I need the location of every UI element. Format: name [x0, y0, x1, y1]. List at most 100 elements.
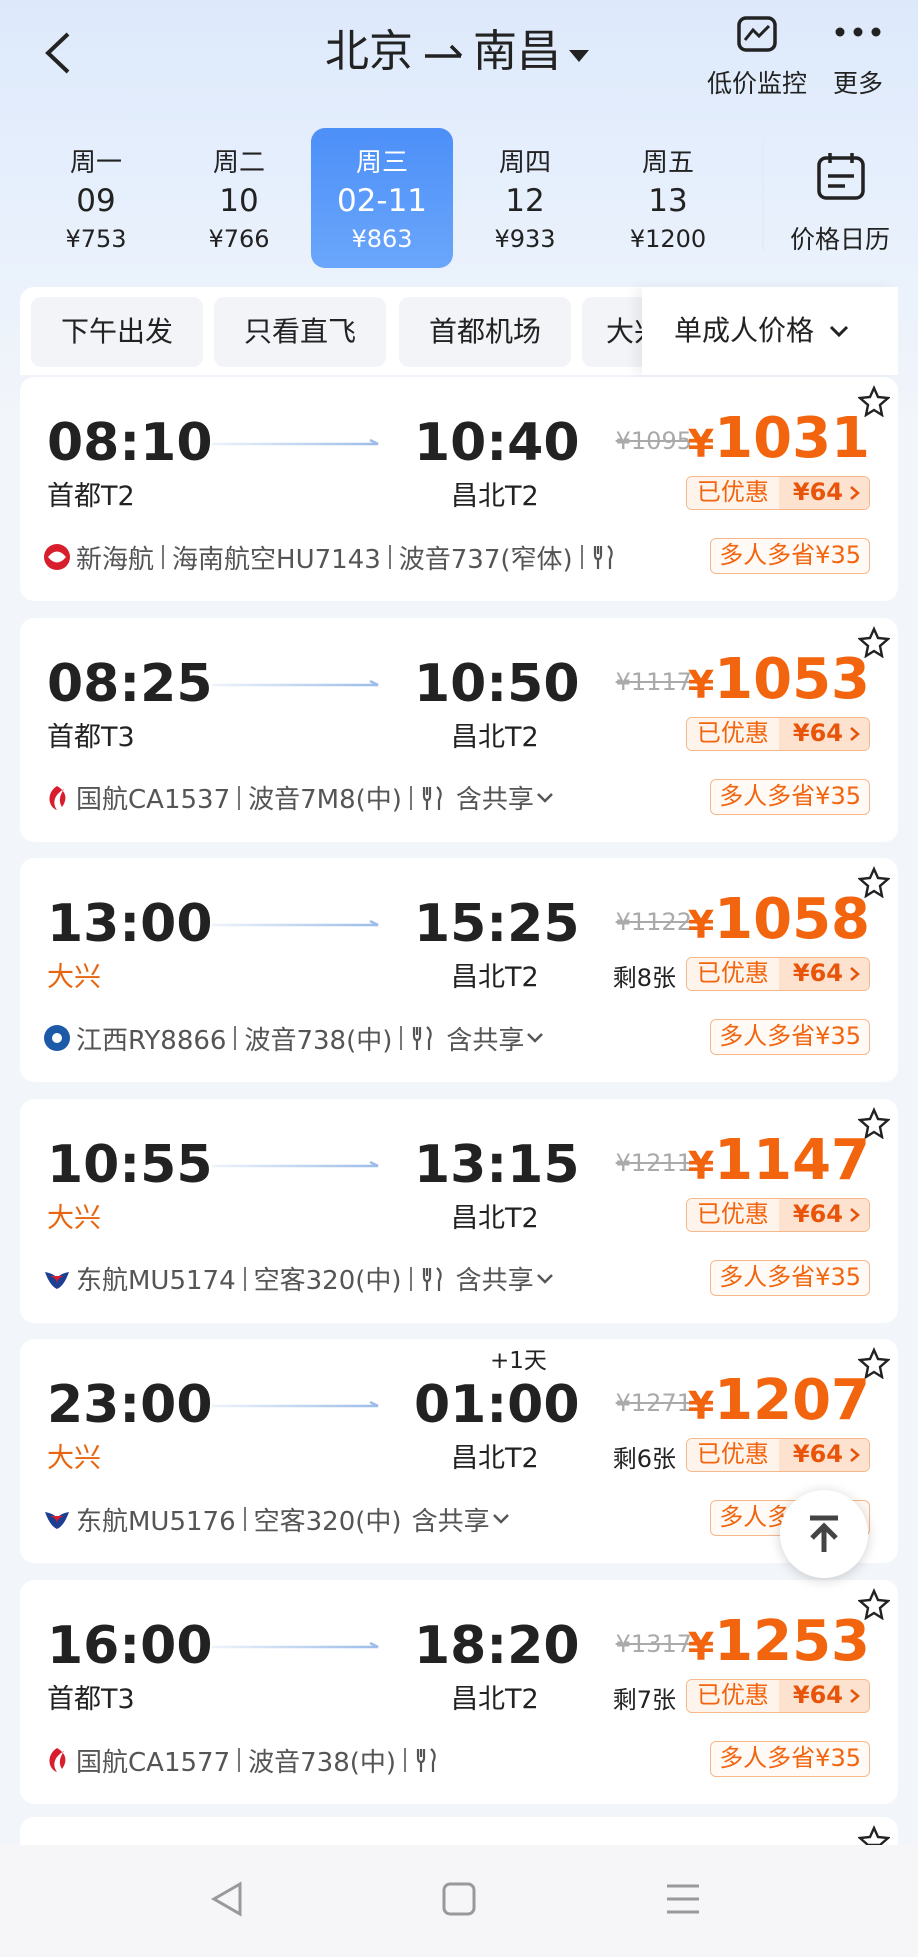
codeshare-label: 含共享 [455, 1266, 534, 1297]
flight-info[interactable]: 江西RY8866 波音738(中) 含共享 [42, 1018, 544, 1058]
badge-arrow [850, 1207, 860, 1222]
flight-info[interactable]: 国航CA1537 波音7M8(中) 含共享 [42, 778, 554, 818]
calendar-label[interactable]: 价格日历 [789, 225, 890, 254]
promo-badge[interactable]: 多人多省¥35 [710, 1019, 870, 1056]
sort-caret [829, 325, 849, 338]
dep-time: 13:00 [47, 894, 213, 955]
date: 09 [76, 183, 116, 219]
favorite-star[interactable] [857, 866, 891, 902]
filter-chip[interactable]: 首都机场 [399, 297, 571, 367]
dep-airport: 大兴 [47, 1443, 101, 1475]
info-text: 国航CA1537 [76, 785, 231, 816]
discount-label: 已优惠 [686, 1439, 779, 1472]
favorite-star[interactable] [857, 1106, 891, 1143]
discount-amount: ¥64 [778, 1198, 869, 1231]
flight-card[interactable]: 10:55 大兴 13:15 昌北T2 ¥1211 ¥1147 已优惠 ¥64 东航MU5174… [20, 1098, 898, 1323]
seats-left: 剩7张 [612, 1686, 676, 1714]
dep-airport: 首都T3 [47, 721, 135, 753]
header-action[interactable]: 更多 [832, 69, 883, 98]
discount-badge[interactable]: 已优惠 ¥64 [685, 476, 870, 510]
to-city: 南昌 [473, 26, 561, 77]
nav-back[interactable] [208, 1880, 248, 1922]
discount-badge[interactable]: 已优惠 ¥64 [685, 1679, 870, 1713]
info-text: 波音738(中) [244, 1025, 393, 1056]
codeshare-label: 含共享 [455, 785, 534, 816]
separator [238, 1748, 241, 1772]
calendar-icon[interactable] [815, 150, 867, 206]
date-item[interactable]: 周三 02-11 ¥863 [311, 128, 453, 268]
back-button[interactable] [38, 28, 78, 78]
codeshare-label: 含共享 [446, 1025, 525, 1056]
arr-airport: 昌北T2 [451, 481, 539, 512]
promo-badge[interactable]: 多人多省¥35 [710, 538, 870, 574]
promo-badge[interactable]: 多人多省¥35 [710, 1741, 870, 1777]
discount-badge[interactable]: 已优惠 ¥64 [685, 957, 870, 992]
discount-amount: ¥64 [778, 477, 869, 509]
header-action[interactable]: 低价监控 [706, 69, 807, 98]
filter-chip[interactable]: 下午出发 [31, 297, 203, 367]
info-text: 国航CA1577 [76, 1747, 231, 1778]
date: 13 [648, 183, 688, 219]
day-offset: +1天 [490, 1348, 547, 1375]
arr-airport: 昌北T2 [451, 1684, 539, 1715]
flight-card[interactable]: 08:25 首都T3 10:50 昌北T2 ¥1117 ¥1053 已优惠 ¥64 国航CA15… [20, 617, 898, 842]
promo-badge[interactable]: 多人多省¥35 [710, 778, 870, 815]
arr-airport: 昌北T2 [451, 721, 539, 753]
flight-info[interactable]: 东航MU5174 空客320(中) 含共享 [42, 1259, 554, 1299]
route-line [212, 435, 382, 454]
info-text: 江西RY8866 [76, 1025, 227, 1056]
airline-logo [42, 1023, 72, 1053]
discount-badge[interactable]: 已优惠 ¥64 [685, 1197, 870, 1232]
favorite-star[interactable] [857, 625, 891, 662]
date-price: ¥933 [494, 225, 556, 253]
info-text: 波音7M8(中) [248, 785, 402, 816]
dep-airport: 首都T2 [47, 481, 135, 512]
original-price: ¥1271 [615, 1389, 692, 1418]
favorite-star[interactable] [857, 1347, 891, 1383]
separator [238, 785, 241, 810]
favorite-star[interactable] [857, 1588, 891, 1624]
date-item[interactable]: 周四 12 ¥933 [455, 128, 595, 268]
date-price: ¥766 [208, 225, 270, 253]
codeshare[interactable]: 含共享 [456, 779, 554, 816]
route-line [212, 916, 382, 935]
separator [388, 545, 391, 569]
discount-badge[interactable]: 已优惠 ¥64 [685, 716, 870, 751]
discount-amount: ¥64 [778, 958, 869, 991]
separator [409, 785, 412, 810]
favorite-star[interactable] [857, 385, 891, 421]
scroll-top-button[interactable] [780, 1490, 868, 1578]
date: 02-11 [336, 183, 428, 219]
filter-chip[interactable]: 只看直飞 [214, 297, 386, 367]
codeshare[interactable]: 含共享 [412, 1501, 510, 1538]
sort-select[interactable]: 单成人价格 [642, 287, 898, 375]
flight-card[interactable]: 13:00 大兴 15:25 昌北T2 ¥1122 ¥1058 剩8张 已优惠 ¥64 江西RY8… [20, 858, 898, 1083]
route-title[interactable]: 北京 南昌 [0, 24, 918, 80]
codeshare[interactable]: 含共享 [456, 1260, 554, 1297]
info-text: 波音737(窄体) [398, 544, 573, 575]
flight-info[interactable]: 新海航 海南航空HU7143 波音737(窄体) [42, 537, 617, 577]
separator [243, 1266, 246, 1291]
flight-card[interactable]: 23:00 大兴 01:00 +1天 昌北T2 ¥1271 ¥1207 剩6张 已优惠 ¥64 东航… [20, 1339, 898, 1564]
promo-badge[interactable]: 多人多省¥35 [710, 1259, 870, 1296]
flight-info[interactable]: 国航CA1577 波音738(中) [42, 1740, 440, 1780]
codeshare[interactable]: 含共享 [446, 1020, 544, 1057]
nav-home[interactable] [440, 1880, 478, 1922]
discount-label: 已优惠 [686, 717, 779, 750]
discount-label: 已优惠 [686, 1680, 779, 1712]
price: ¥1253 [687, 1609, 870, 1674]
flight-info[interactable]: 东航MU5176 空客320(中) 含共享 [42, 1499, 510, 1539]
separator [162, 545, 165, 569]
discount-badge[interactable]: 已优惠 ¥64 [685, 1438, 870, 1473]
discount-amount: ¥64 [778, 1439, 869, 1472]
flight-card[interactable]: 08:10 首都T2 10:40 昌北T2 ¥1095 ¥1031 已优惠 ¥64 新海航 海南航… [20, 377, 898, 601]
meal-icon [420, 1265, 446, 1293]
nav-menu[interactable] [665, 1882, 701, 1920]
date-item[interactable]: 周五 13 ¥1200 [598, 128, 738, 268]
original-price: ¥1317 [615, 1630, 692, 1658]
seats-left: 剩8张 [612, 964, 676, 993]
date-item[interactable]: 周二 10 ¥766 [169, 128, 309, 268]
discount-label: 已优惠 [686, 477, 779, 509]
date-item[interactable]: 周一 09 ¥753 [26, 128, 166, 268]
flight-card[interactable]: 16:00 首都T3 18:20 昌北T2 ¥1317 ¥1253 剩7张 已优惠 ¥64 国航C… [20, 1580, 898, 1804]
